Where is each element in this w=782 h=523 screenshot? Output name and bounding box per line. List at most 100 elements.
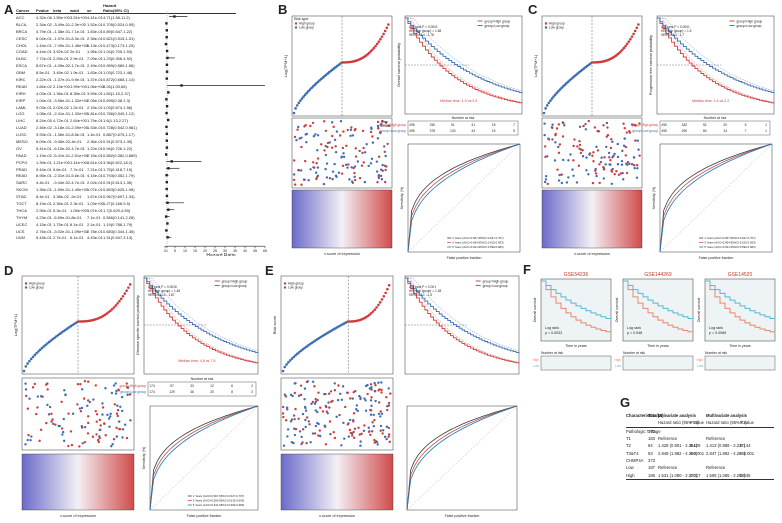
e-status-scatter-point (332, 430, 335, 434)
table-cell: KIRP (16, 97, 26, 103)
c-km-ci (657, 17, 775, 103)
b-km-stat: HR(High group) = 1.58 (409, 29, 441, 33)
c-score-scatter-point (557, 89, 560, 93)
e-legend-label: High group (288, 282, 304, 286)
table-cell: 1.06e+00 (87, 83, 104, 89)
e-status-scatter-point (286, 408, 289, 411)
d-status-scatter-point (87, 421, 90, 425)
e-status-scatter-point (379, 424, 383, 428)
d-score-scatter-point (105, 312, 109, 315)
b-status-scatter-point (377, 127, 380, 130)
table-cell: UCS (16, 228, 25, 234)
c-status-scatter-point (575, 181, 579, 184)
b-risk-table-frame (407, 120, 519, 136)
table-cell: 4.71(1.98,11.2) (103, 14, 130, 20)
c-status-scatter-point (632, 156, 636, 159)
b-score-scatter-point (369, 50, 373, 53)
table-cell: 1.9e-01 (70, 70, 84, 76)
table-cell: 5.41e-01 (36, 145, 52, 151)
e-status-scatter-point (343, 437, 346, 440)
e-status-scatter-point (351, 397, 354, 400)
table-cell: -4e-01 (70, 138, 82, 144)
d-km-median: Median time: 4.8 vs 7.5 (178, 359, 215, 363)
cox-cell: P value (740, 420, 754, 426)
table-row: KIRH 4.03e-01 1.36e-01 8.38e-01 3.59e-01 1.65… (16, 90, 236, 97)
table-row: LAML 9.03e-01 2.02e-02 1.2e-01 2.15e-01 1.03(… (16, 104, 236, 111)
hr-point (165, 187, 168, 191)
f-risk-frame (540, 355, 612, 371)
e-status-scatter-point (366, 392, 369, 396)
c-status-scatter-point (611, 156, 614, 159)
table-cell: -1.37e-01 (53, 76, 71, 82)
table-cell: 7.7e-01 (70, 166, 84, 172)
c-status-scatter-point (584, 122, 587, 126)
table-cell: -9.45e-02 (53, 138, 71, 144)
table-cell: 1.83e-01 (87, 70, 103, 76)
table-cell: 1.75e-01 (53, 221, 69, 227)
table-row: UCEC 4.15e-01 1.75e-01 8.1e-01 2.1e-01 1.19(0… (16, 221, 236, 228)
b-status-legend-dot (376, 120, 380, 124)
b-status-legend-dot (376, 124, 380, 128)
b-status-scatter-point (358, 176, 362, 180)
c-score-scatter-point (629, 37, 632, 41)
table-row: PCPG 1.39e-01 1.21e+00 1.41e+00 8.61e-01 3.36… (16, 159, 236, 166)
e-score-scatter-point (377, 303, 380, 307)
e-status-scatter-point (286, 435, 289, 438)
e-status-scatter-point (370, 404, 373, 408)
hr-point (166, 201, 169, 204)
table-row: Low 187 Reference Reference (626, 464, 774, 471)
e-km-curve (405, 277, 520, 364)
table-cell: 2.05e-01 (53, 56, 69, 62)
b-status-scatter-point (349, 134, 352, 138)
d-status-scatter-point (50, 420, 53, 423)
e-legend-dot (283, 286, 287, 289)
table-cell: -1.46e+00 (70, 42, 89, 48)
d-status-scatter-point (47, 413, 51, 416)
d-status-scatter-point (116, 408, 120, 412)
table-cell: OV (16, 145, 22, 151)
d-status-scatter-point (27, 433, 30, 437)
b-score-scatter-point (387, 23, 390, 26)
d-risk-table-cell: 12 (210, 384, 214, 388)
b-status-scatter-point (347, 163, 350, 166)
d-status-scatter-point (67, 412, 70, 415)
table-row: PRAD 9.44e-01 5.6e-01 7.7e-01 7.21e-01 1.75(0… (16, 166, 236, 173)
d-status-scatter-point (104, 434, 107, 437)
b-score-scatter-point (375, 42, 379, 46)
d-status-scatter-point (52, 422, 55, 426)
cox-cell: 2.847 (1.892 - 4.284) (706, 450, 746, 456)
hr-point (165, 22, 168, 25)
b-risk-table-cell: 378 (430, 129, 436, 133)
e-status-scatter-point (285, 406, 289, 409)
table-cell: 1.19(0.788,1.79) (103, 221, 133, 227)
table-cell: 4.15e-01 (36, 221, 52, 227)
c-status-scatter-point (630, 123, 634, 126)
e-score-scatter-point (368, 313, 371, 317)
d-status-scatter-point (99, 424, 102, 427)
cox-cell: Hazard ratio (95% CI) (658, 420, 699, 426)
c-status-scatter-point (610, 182, 614, 185)
c-status-scatter-point (562, 121, 565, 125)
c-roc-curve (659, 143, 773, 253)
d-status-scatter-point (115, 412, 119, 415)
table-cell: -1.7e-01 (70, 63, 85, 69)
e-status-scatter-point (352, 420, 355, 423)
e-status-scatter-point (329, 432, 332, 436)
e-status-scatter-point (293, 417, 296, 421)
table-row: LGG 1.08e-01 -2.41e-01 -1.32e+00 1.81e-01 0.7… (16, 110, 236, 117)
c-score-scatter-point (544, 107, 547, 110)
e-score-scatter-point (386, 287, 389, 291)
b-status-scatter-point (354, 147, 357, 150)
d-status-scatter-point (97, 440, 100, 444)
table-cell: 1.75(0.418,7.19) (103, 166, 133, 172)
table-row: KIRP 1.04e-01 -3.56e-01 -1.32e+00 2.05e-01 0.… (16, 97, 236, 104)
c-risk-table-cell: 182 (682, 123, 688, 127)
c-status-scatter-point (620, 159, 624, 163)
d-status-scatter-point (26, 407, 29, 410)
b-status-scatter-point (326, 145, 329, 149)
table-cell: -9.44e-02 (53, 180, 71, 186)
e-status-scatter-point (292, 427, 296, 430)
b-status-scatter-point (316, 166, 320, 169)
b-status-scatter-point (293, 135, 297, 139)
